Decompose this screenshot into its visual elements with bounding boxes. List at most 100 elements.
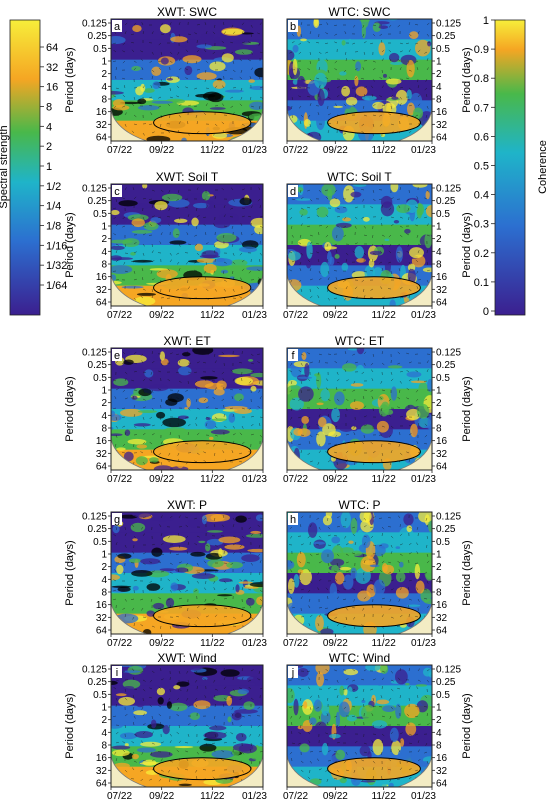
y-axis-label: Period (days) [64,540,76,605]
heatmap-patch [355,246,365,259]
heatmap-patch [198,397,208,403]
heatmap-patch [314,13,318,26]
y-tick-label: 0.5 [93,209,107,220]
heatmap-patch [136,444,147,448]
heatmap-patch [218,548,222,557]
heatmap-patch [149,457,159,462]
y-tick-label: 0.125 [436,665,461,676]
heatmap-patch [313,542,325,545]
heatmap-patch [300,39,307,42]
heatmap-patch [134,423,151,426]
left-colorbar-tick-label: 2 [46,141,52,153]
heatmap-patch [132,25,141,32]
heatmap-patch [210,107,226,110]
heatmap-patch [315,661,329,674]
heatmap-patch [118,697,135,706]
y-tick-label: 0.25 [88,31,108,42]
y-tick-label: 8 [436,424,442,435]
heatmap-patch [247,676,260,682]
y-axis-label: Period (days) [461,693,473,758]
heatmap-patch [146,136,170,143]
panel-c: XWT: Soil Tc0.1250.250.51248163264Period… [64,170,271,321]
heatmap-patch [131,66,141,71]
heatmap-patch [313,277,324,285]
heatmap-patch [205,543,210,551]
y-tick-label: 0.5 [93,44,107,55]
heatmap-patch [318,417,327,427]
heatmap-patch [238,689,249,695]
heatmap-patch [336,712,340,728]
heatmap-patch [381,196,392,208]
heatmap-patch [316,672,324,686]
heatmap-patch [223,525,234,530]
heatmap-patch [306,440,316,448]
x-tick-label: 11/22 [372,310,397,321]
heatmap-patch [348,39,353,51]
heatmap-patch [296,198,312,201]
heatmap-patch [112,750,130,757]
heatmap-patch [147,583,161,591]
y-tick-label: 0.25 [436,360,456,371]
heatmap-patch [308,522,317,538]
left-colorbar-tick-label: 1/8 [46,221,61,233]
y-tick-label: 4 [436,247,442,258]
heatmap-patch [169,703,187,712]
heatmap-patch [226,696,232,706]
y-tick-label: 1 [436,550,442,561]
heatmap-patch [342,40,346,46]
heatmap-patch [200,376,217,380]
right-colorbar-tick-label: 1 [483,15,489,27]
heatmap-patch [385,239,390,241]
y-tick-label: 64 [436,779,448,790]
x-tick-label: 07/22 [107,791,132,802]
heatmap-patch [110,246,124,250]
y-tick-label: 16 [96,107,108,118]
x-tick-label: 01/23 [242,638,267,649]
x-tick-label: 11/22 [200,638,225,649]
x-tick-label: 11/22 [372,474,397,485]
right-colorbar-tick-label: 0.7 [474,102,489,114]
heatmap-patch [316,112,325,130]
heatmap-patch [362,24,366,38]
heatmap-patch [390,62,402,65]
x-tick-label: 01/23 [242,310,267,321]
right-colorbar-tick-label: 0.2 [474,248,489,260]
y-tick-label: 0.125 [82,19,107,30]
heatmap-patch [113,525,120,533]
heatmap-patch [388,365,403,368]
heatmap-patch [381,402,390,413]
heatmap-patch [405,683,409,686]
heatmap-patch [363,217,370,222]
heatmap-patch [118,200,137,206]
heatmap-patch [361,700,365,703]
heatmap-patch [163,725,170,734]
y-tick-label: 0.5 [436,44,450,55]
right-colorbar: Coherence 10.90.80.70.60.50.40.30.20.10 [474,15,549,318]
panel-letter: j [291,667,294,679]
heatmap-patch [218,537,240,544]
x-tick-label: 07/22 [107,474,132,485]
heatmap-patch [423,668,432,677]
heatmap-patch [235,377,253,385]
heatmap-patch [386,78,402,84]
heatmap-patch [201,33,214,40]
x-tick-label: 11/22 [372,145,397,156]
heatmap-patch [175,567,188,572]
heatmap-patch [120,409,143,417]
heatmap-patch [415,564,421,579]
y-tick-label: 8 [436,741,442,752]
right-colorbar-tick-label: 0.8 [474,73,489,85]
heatmap-patch [227,716,231,722]
y-tick-label: 64 [96,779,108,790]
x-tick-label: 07/22 [107,145,132,156]
heatmap-patch [410,424,418,437]
heatmap-patch [250,531,261,534]
right-colorbar-tick-label: 0.1 [474,277,489,289]
y-tick-label: 16 [96,600,108,611]
x-tick-label: 09/22 [323,145,348,156]
heatmap-patch [131,570,152,577]
heatmap-patch [256,596,265,605]
heatmap-patch [400,738,404,747]
